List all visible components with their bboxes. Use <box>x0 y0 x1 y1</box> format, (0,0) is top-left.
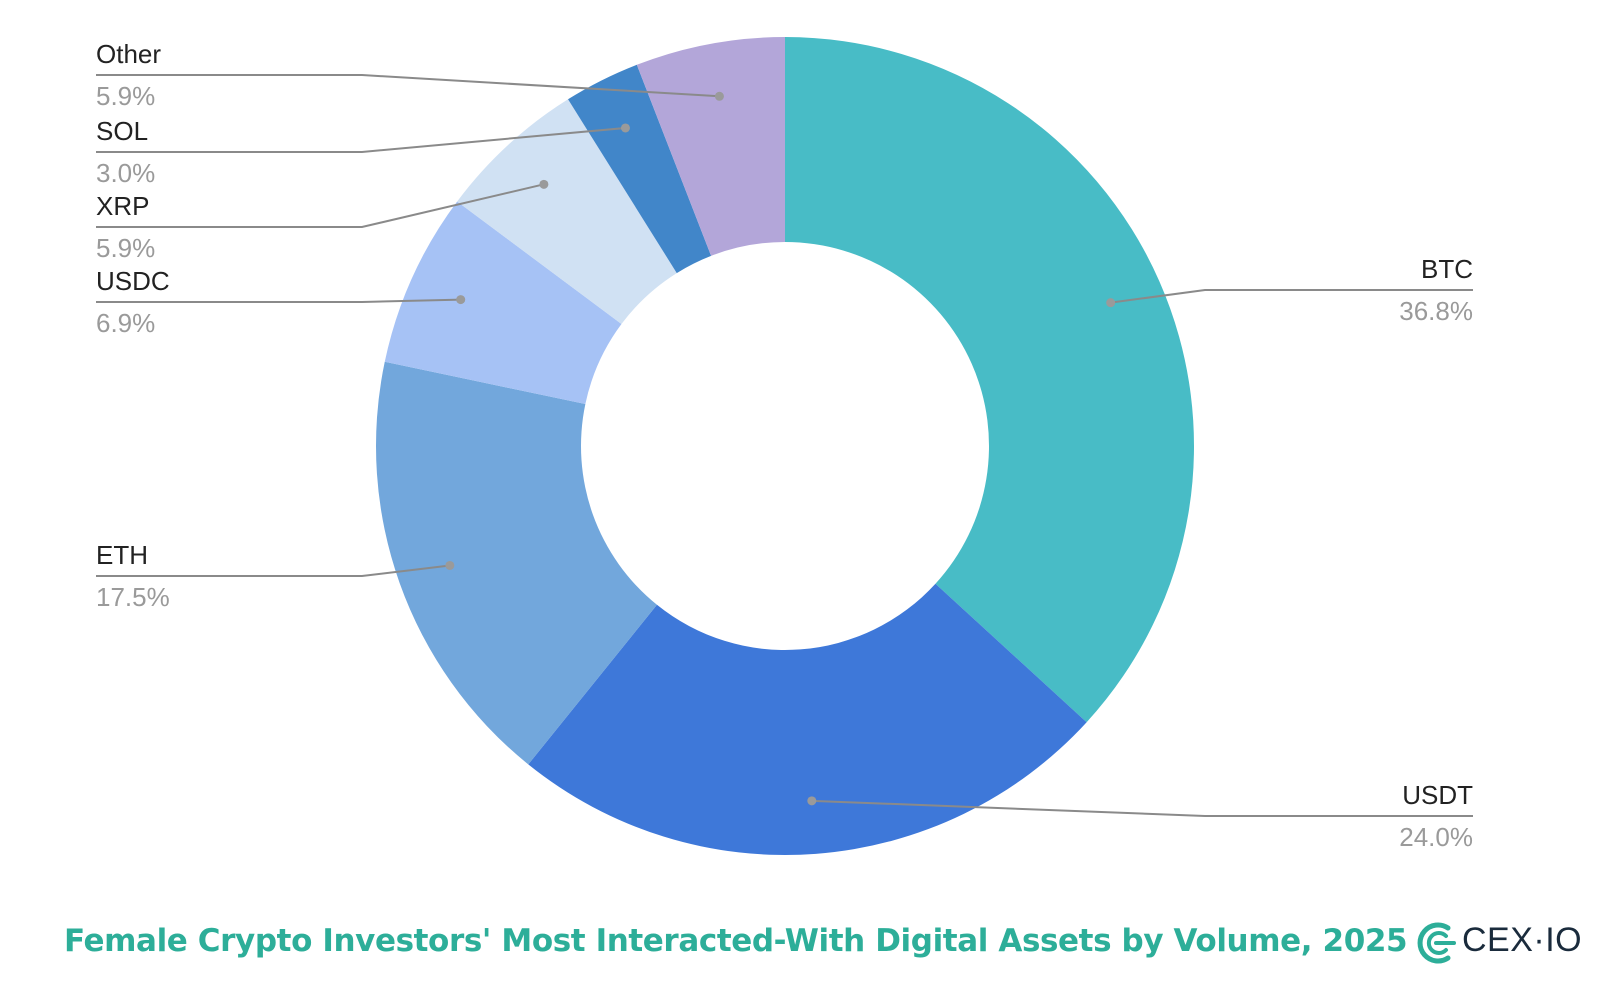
label-leader-lines <box>96 74 1473 817</box>
slice-labels: BTC 36.8% USDT 24.0% ETH 17.5% USDC 6.9% XRP 5.9%… <box>96 39 1473 852</box>
brand-logo: CEX·IO <box>1410 918 1590 968</box>
leader-dot-xrp <box>539 179 549 189</box>
leader-dot-usdc <box>456 295 466 305</box>
slice-value-other: 5.9% <box>96 81 155 111</box>
slice-value-usdc: 6.9% <box>96 308 155 338</box>
slice-label-btc: BTC <box>1421 254 1473 284</box>
slice-value-btc: 36.8% <box>1399 296 1473 326</box>
slice-value-usdt: 24.0% <box>1399 822 1473 852</box>
leader-dot-btc <box>1106 298 1116 308</box>
slice-label-usdc: USDC <box>96 266 170 296</box>
chart-title: Female Crypto Investors' Most Interacted… <box>64 923 1408 959</box>
leader-dot-sol <box>620 123 630 133</box>
cex-io-logo-icon <box>1417 922 1456 964</box>
leader-dot-other <box>714 91 724 101</box>
slice-value-sol: 3.0% <box>96 158 155 188</box>
slice-btc <box>785 37 1195 723</box>
leader-line-btc <box>1110 289 1473 304</box>
slice-sol <box>568 64 712 274</box>
leader-dot-eth <box>445 560 455 570</box>
slice-label-xrp: XRP <box>96 191 149 221</box>
leader-line-sol <box>96 126 626 153</box>
slice-label-sol: SOL <box>96 116 148 146</box>
slice-eth <box>376 361 657 765</box>
slice-label-other: Other <box>96 39 161 69</box>
slice-xrp <box>457 99 677 325</box>
leader-dot-usdt <box>807 796 817 806</box>
slice-value-eth: 17.5% <box>96 582 170 612</box>
slice-label-eth: ETH <box>96 540 148 570</box>
leader-line-eth <box>96 564 450 577</box>
leader-line-usdc <box>96 298 461 303</box>
slice-usdc <box>384 201 622 405</box>
slice-usdt <box>528 583 1087 855</box>
donut-slices <box>376 37 1195 855</box>
slice-value-xrp: 5.9% <box>96 233 155 263</box>
brand-name: CEX·IO <box>1462 921 1583 959</box>
leader-line-xrp <box>96 183 545 228</box>
slice-label-usdt: USDT <box>1402 780 1473 810</box>
slice-other <box>636 37 785 256</box>
leader-line-other <box>96 74 720 98</box>
leader-line-usdt <box>811 799 1473 817</box>
